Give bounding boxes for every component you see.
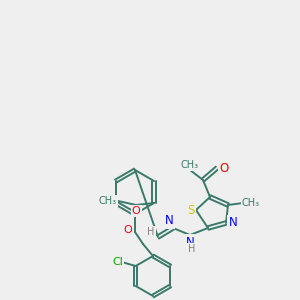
Text: H: H <box>147 227 155 237</box>
Text: CH₃: CH₃ <box>181 160 199 170</box>
Text: CH₃: CH₃ <box>99 196 117 206</box>
Text: O: O <box>219 161 229 175</box>
Text: S: S <box>187 203 195 217</box>
Text: O: O <box>132 206 140 216</box>
Text: CH₃: CH₃ <box>242 198 260 208</box>
Text: N: N <box>165 214 173 227</box>
Text: Cl: Cl <box>112 257 123 267</box>
Text: N: N <box>186 236 194 248</box>
Text: O: O <box>124 225 132 235</box>
Text: H: H <box>188 244 196 254</box>
Text: N: N <box>229 217 237 230</box>
